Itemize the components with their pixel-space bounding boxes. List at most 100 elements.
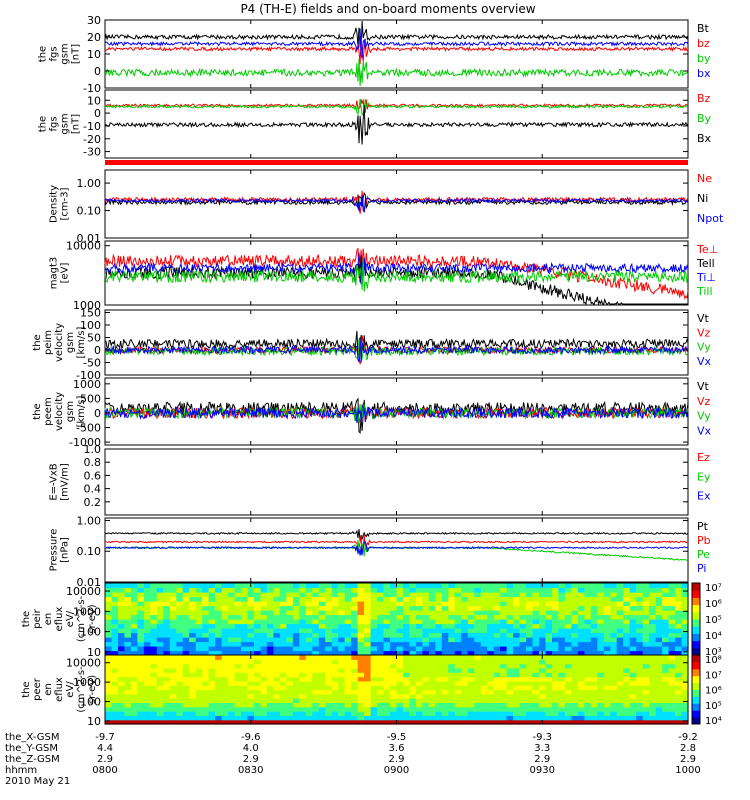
spectrogram-cell	[526, 619, 534, 625]
spectrogram-cell	[461, 610, 469, 616]
spectrogram-cell	[616, 587, 624, 593]
spectrogram-cell	[415, 614, 423, 620]
spectrogram-cell	[357, 619, 365, 625]
spectrogram-cell	[215, 711, 223, 716]
spectrogram-cell	[480, 587, 488, 593]
spectrogram-cell	[364, 601, 372, 607]
spectrogram-cell	[681, 583, 689, 589]
spectrogram-cell	[649, 623, 657, 629]
colorbar-cell	[692, 599, 700, 602]
spectrogram-cell	[441, 587, 449, 593]
spectrogram-cell	[208, 619, 216, 625]
spectrogram-cell	[221, 715, 229, 721]
spectrogram-cell	[675, 637, 683, 643]
spectrogram-cell	[370, 619, 378, 625]
spectrogram-cell	[266, 650, 274, 656]
spectrogram-cell	[571, 655, 579, 660]
spectrogram-cell	[228, 711, 236, 716]
spectrogram-cell	[513, 583, 521, 589]
spectrogram-cell	[506, 641, 514, 647]
spectrogram-cell	[564, 672, 572, 678]
spectrogram-cell	[357, 623, 365, 629]
spectrogram-cell	[623, 676, 631, 682]
spectrogram-cell	[325, 605, 333, 611]
spectrogram-cell	[474, 619, 482, 625]
spectrogram-cell	[189, 623, 197, 629]
spectrogram-cell	[357, 628, 365, 634]
spectrogram-cell	[642, 655, 650, 660]
spectrogram-cell	[351, 601, 359, 607]
spectrogram-cell	[623, 711, 631, 716]
spectrogram-cell	[331, 623, 339, 629]
y-tick-label: -10	[83, 82, 101, 95]
spectrogram-cell	[241, 706, 249, 712]
spectrogram-cell	[118, 663, 126, 669]
spectrogram-cell	[124, 663, 132, 669]
spectrogram-cell	[448, 596, 456, 602]
spectrogram-cell	[577, 619, 585, 625]
spectrogram-cell	[312, 715, 320, 721]
spectrogram-cell	[105, 610, 113, 616]
spectrogram-cell	[279, 702, 287, 708]
spectrogram-cell	[364, 667, 372, 673]
spectrogram-cell	[299, 592, 307, 598]
spectrogram-cell	[668, 596, 676, 602]
spectrogram-cell	[156, 614, 164, 620]
y-axis-label: (cm^2-s-	[76, 595, 87, 642]
spectrogram-cell	[461, 587, 469, 593]
spectrogram-cell	[655, 659, 663, 665]
spectrogram-cell	[571, 596, 579, 602]
spectrogram-cell	[428, 610, 436, 616]
spectrogram-cell	[286, 655, 294, 660]
spectrogram-cell	[428, 698, 436, 703]
spectrogram-cell	[273, 676, 281, 682]
y-tick-label: 0	[94, 344, 101, 357]
spectrogram-cell	[247, 693, 255, 699]
spectrogram-cell	[156, 592, 164, 598]
spectrogram-cell	[396, 663, 404, 669]
spectrogram-cell	[428, 641, 436, 647]
spectrogram-cell	[325, 610, 333, 616]
spectrogram-cell	[137, 628, 145, 634]
spectrogram-cell	[519, 693, 527, 699]
spectrogram-cell	[597, 719, 605, 725]
spectrogram-cell	[370, 719, 378, 725]
spectrogram-cell	[623, 650, 631, 656]
spectrogram-cell	[390, 601, 398, 607]
spectrogram-cell	[208, 641, 216, 647]
spectrogram-cell	[584, 702, 592, 708]
spectrogram-cell	[415, 628, 423, 634]
spectrogram-cell	[454, 623, 462, 629]
colorbar-cell	[692, 610, 700, 613]
spectrogram-cell	[655, 628, 663, 634]
spectrogram-cell	[597, 659, 605, 665]
spectrogram-cell	[636, 680, 644, 686]
spectrogram-cell	[629, 610, 637, 616]
spectrogram-cell	[163, 706, 171, 712]
colorbar-cell	[692, 604, 700, 607]
spectrogram-cell	[616, 672, 624, 678]
spectrogram-cell	[169, 672, 177, 678]
spectrogram-cell	[118, 702, 126, 708]
spectrogram-cell	[241, 711, 249, 716]
spectrogram-cell	[603, 693, 611, 699]
spectrogram-cell	[234, 672, 242, 678]
spectrogram-cell	[260, 623, 268, 629]
colorbar-cell	[692, 584, 700, 588]
spectrogram-cell	[202, 628, 210, 634]
spectrogram-cell	[415, 646, 423, 652]
spectrogram-cell	[351, 646, 359, 652]
spectrogram-cell	[279, 610, 287, 616]
colorbar-tick-label: 10⁷	[705, 670, 722, 681]
spectrogram-cell	[681, 641, 689, 647]
spectrogram-cell	[260, 715, 268, 721]
spectrogram-cell	[584, 650, 592, 656]
spectrogram-cell	[338, 641, 346, 647]
spectrogram-cell	[675, 641, 683, 647]
spectrogram-cell	[377, 672, 385, 678]
spectrogram-cell	[215, 641, 223, 647]
spectrogram-cell	[493, 719, 501, 725]
colorbar-cell	[692, 611, 700, 615]
spectrogram-cell	[286, 641, 294, 647]
spectrogram-cell	[137, 702, 145, 708]
